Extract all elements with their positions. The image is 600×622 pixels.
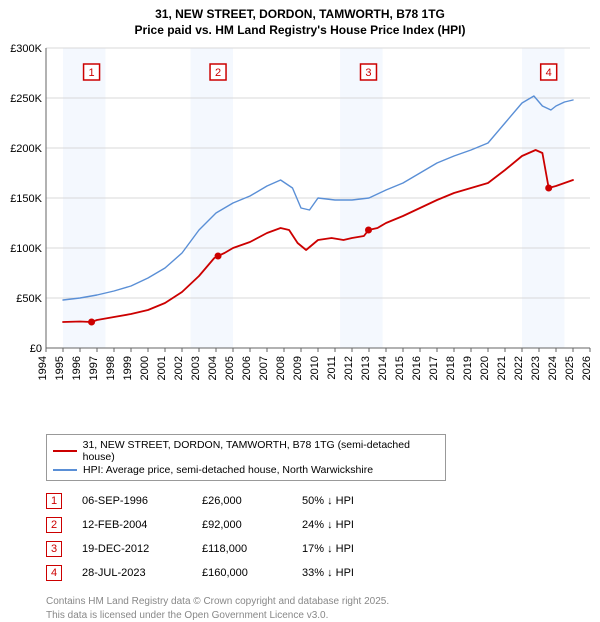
x-tick-label: 2021	[496, 356, 508, 380]
series-point	[215, 253, 222, 260]
marker-cell: 4	[46, 561, 82, 585]
x-tick-label: 2004	[207, 356, 219, 380]
chart-container: 31, NEW STREET, DORDON, TAMWORTH, B78 1T…	[0, 0, 600, 622]
footer: Contains HM Land Registry data © Crown c…	[46, 595, 600, 622]
x-tick-label: 2008	[275, 356, 287, 380]
y-tick-label: £150K	[10, 193, 42, 205]
title-line2: Price paid vs. HM Land Registry's House …	[0, 22, 600, 38]
sale-marker-icon: 3	[46, 541, 62, 557]
chart-svg: £0 £50K £100K £150K £200K £250K £300K 1994 1995 1…	[0, 38, 600, 428]
x-tick-label: 2007	[258, 356, 270, 380]
sale-marker-icon: 1	[46, 493, 62, 509]
legend-swatch	[53, 469, 77, 471]
legend-row: 31, NEW STREET, DORDON, TAMWORTH, B78 1T…	[53, 439, 439, 463]
x-tick-label: 2025	[564, 356, 576, 380]
x-tick-label: 2019	[462, 356, 474, 380]
price-cell: £118,000	[202, 537, 302, 561]
footer-line2: This data is licensed under the Open Gov…	[46, 609, 600, 622]
date-cell: 12-FEB-2004	[82, 513, 202, 537]
x-tick-label: 2012	[343, 356, 355, 380]
x-tick-label: 2016	[411, 356, 423, 380]
sale-marker-number: 2	[215, 67, 221, 79]
x-tick-label: 1996	[71, 356, 83, 380]
x-tick-label: 1998	[105, 356, 117, 380]
x-tick-label: 2001	[156, 356, 168, 380]
legend-box: 31, NEW STREET, DORDON, TAMWORTH, B78 1T…	[46, 434, 446, 481]
hpi-cell: 24% ↓ HPI	[302, 513, 422, 537]
x-tick-label: 2024	[547, 356, 559, 380]
series-line-price_paid	[63, 150, 573, 322]
x-tick-label: 2013	[360, 356, 372, 380]
x-tick-label: 1994	[37, 356, 49, 380]
price-cell: £92,000	[202, 513, 302, 537]
y-tick-label: £300K	[10, 43, 42, 55]
x-tick-label: 1995	[54, 356, 66, 380]
sale-marker-number: 3	[365, 67, 371, 79]
legend-row: HPI: Average price, semi-detached house,…	[53, 464, 439, 476]
price-cell: £26,000	[202, 489, 302, 513]
series-point	[365, 227, 372, 234]
x-tick-label: 2023	[530, 356, 542, 380]
title-block: 31, NEW STREET, DORDON, TAMWORTH, B78 1T…	[0, 0, 600, 38]
x-tick-label: 2011	[326, 356, 338, 380]
date-cell: 19-DEC-2012	[82, 537, 202, 561]
sale-marker-icon: 2	[46, 517, 62, 533]
x-tick-label: 2006	[241, 356, 253, 380]
x-tick-label: 2014	[377, 356, 389, 380]
marker-cell: 2	[46, 513, 82, 537]
table-row: 3 19-DEC-2012£118,00017% ↓ HPI	[46, 537, 422, 561]
marker-cell: 3	[46, 537, 82, 561]
sale-marker-number: 4	[546, 67, 552, 79]
x-tick-label: 2026	[581, 356, 593, 380]
hpi-cell: 33% ↓ HPI	[302, 561, 422, 585]
x-tick-label: 2015	[394, 356, 406, 380]
y-tick-label: £200K	[10, 143, 42, 155]
date-cell: 06-SEP-1996	[82, 489, 202, 513]
table-row: 2 12-FEB-2004£92,00024% ↓ HPI	[46, 513, 422, 537]
date-cell: 28-JUL-2023	[82, 561, 202, 585]
x-tick-label: 2003	[190, 356, 202, 380]
y-tick-label: £0	[30, 343, 42, 355]
legend-label: 31, NEW STREET, DORDON, TAMWORTH, B78 1T…	[83, 439, 439, 463]
x-tick-label: 1997	[88, 356, 100, 380]
series-point	[88, 319, 95, 326]
sale-marker-number: 1	[88, 67, 94, 79]
marker-cell: 1	[46, 489, 82, 513]
x-tick-label: 2009	[292, 356, 304, 380]
y-tick-label: £100K	[10, 243, 42, 255]
x-tick-label: 2002	[173, 356, 185, 380]
hpi-cell: 17% ↓ HPI	[302, 537, 422, 561]
price-cell: £160,000	[202, 561, 302, 585]
x-tick-label: 2020	[479, 356, 491, 380]
chart-area: £0 £50K £100K £150K £200K £250K £300K 1994 1995 1…	[0, 38, 600, 428]
x-tick-label: 2010	[309, 356, 321, 380]
table-row: 4 28-JUL-2023£160,00033% ↓ HPI	[46, 561, 422, 585]
legend-swatch	[53, 450, 77, 452]
title-line1: 31, NEW STREET, DORDON, TAMWORTH, B78 1T…	[0, 6, 600, 22]
x-tick-label: 2022	[513, 356, 525, 380]
x-tick-label: 2005	[224, 356, 236, 380]
x-tick-label: 2000	[139, 356, 151, 380]
series-point	[545, 185, 552, 192]
x-tick-label: 2018	[445, 356, 457, 380]
legend-label: HPI: Average price, semi-detached house,…	[83, 464, 373, 476]
sale-marker-icon: 4	[46, 565, 62, 581]
x-tick-label: 2017	[428, 356, 440, 380]
footer-line1: Contains HM Land Registry data © Crown c…	[46, 595, 600, 609]
y-tick-label: £50K	[16, 293, 42, 305]
sales-table: 1 06-SEP-1996£26,00050% ↓ HPI 2 12-FEB-2004…	[46, 489, 422, 585]
x-tick-label: 1999	[122, 356, 134, 380]
hpi-cell: 50% ↓ HPI	[302, 489, 422, 513]
y-tick-label: £250K	[10, 93, 42, 105]
table-row: 1 06-SEP-1996£26,00050% ↓ HPI	[46, 489, 422, 513]
